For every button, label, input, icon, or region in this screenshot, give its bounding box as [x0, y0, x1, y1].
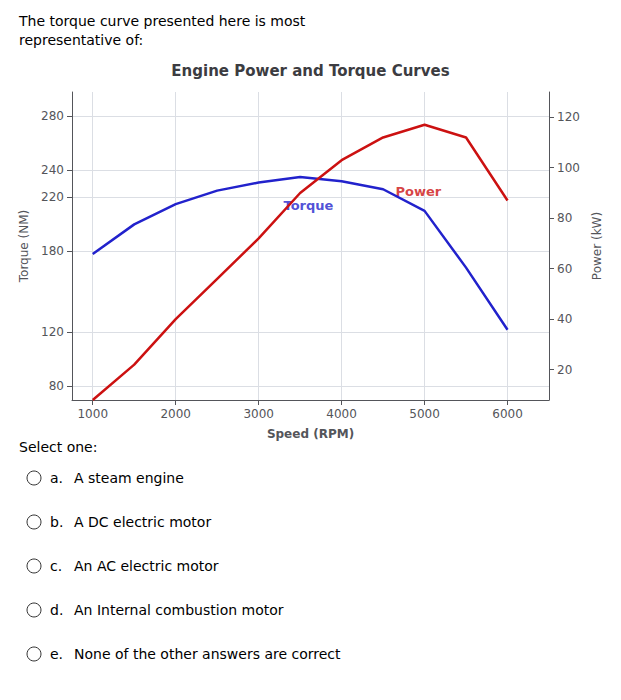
- svg-text:a.: a.: [50, 470, 63, 486]
- svg-text:5000: 5000: [409, 407, 440, 421]
- svg-text:representative of:: representative of:: [19, 32, 143, 48]
- svg-text:40: 40: [557, 312, 572, 326]
- svg-text:d.: d.: [50, 602, 63, 618]
- svg-text:A DC electric motor: A DC electric motor: [74, 514, 211, 530]
- svg-text:180: 180: [41, 244, 64, 258]
- svg-text:Select one:: Select one:: [19, 439, 97, 455]
- svg-text:1000: 1000: [77, 407, 108, 421]
- svg-text:2000: 2000: [160, 407, 191, 421]
- svg-text:4000: 4000: [326, 407, 357, 421]
- svg-text:80: 80: [49, 379, 64, 393]
- svg-text:c.: c.: [50, 558, 62, 574]
- svg-text:Torque: Torque: [284, 198, 334, 213]
- svg-text:220: 220: [41, 190, 64, 204]
- svg-text:Speed (RPM): Speed (RPM): [267, 427, 354, 441]
- svg-text:60: 60: [557, 262, 572, 276]
- svg-text:280: 280: [41, 109, 64, 123]
- svg-text:An AC electric motor: An AC electric motor: [74, 558, 219, 574]
- svg-text:3000: 3000: [243, 407, 274, 421]
- svg-text:An Internal combustion motor: An Internal combustion motor: [74, 602, 284, 618]
- svg-text:None of the other answers are: None of the other answers are correct: [74, 646, 341, 662]
- svg-text:Power (kW): Power (kW): [590, 212, 604, 280]
- svg-text:e.: e.: [50, 646, 63, 662]
- svg-text:80: 80: [557, 211, 572, 225]
- svg-text:Torque (NM): Torque (NM): [17, 210, 31, 283]
- svg-text:Engine Power and Torque Curves: Engine Power and Torque Curves: [171, 62, 449, 80]
- svg-text:6000: 6000: [492, 407, 523, 421]
- svg-text:120: 120: [557, 110, 580, 124]
- svg-text:The torque curve presented her: The torque curve presented here is most: [18, 13, 306, 29]
- svg-text:100: 100: [557, 161, 580, 175]
- svg-text:240: 240: [41, 163, 64, 177]
- svg-text:120: 120: [41, 325, 64, 339]
- svg-text:20: 20: [557, 363, 572, 377]
- svg-text:b.: b.: [50, 514, 63, 530]
- svg-text:A steam engine: A steam engine: [74, 470, 184, 486]
- svg-text:Power: Power: [396, 184, 442, 199]
